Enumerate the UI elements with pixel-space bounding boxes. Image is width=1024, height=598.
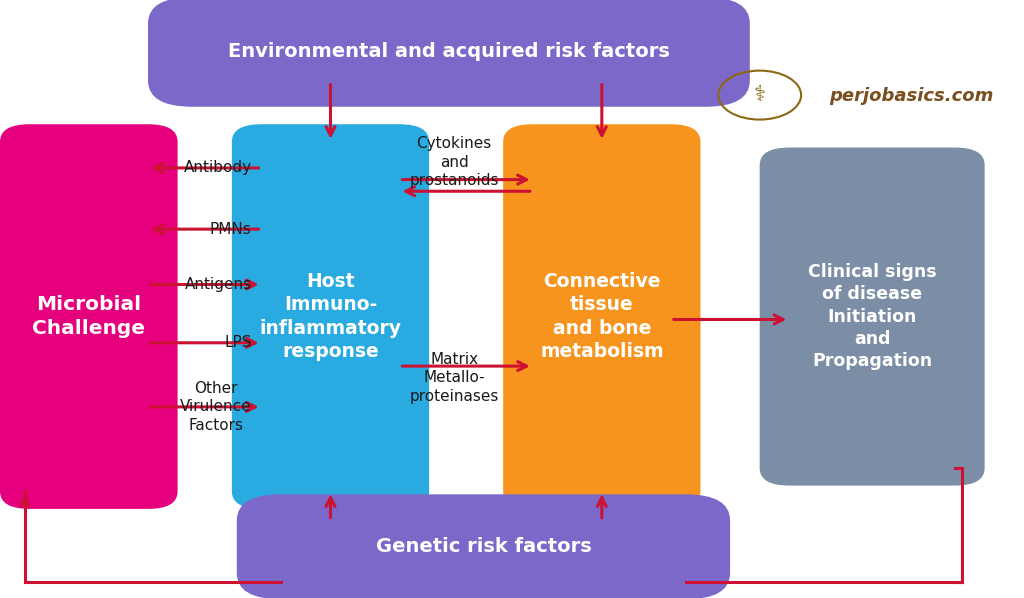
Text: Environmental and acquired risk factors: Environmental and acquired risk factors bbox=[228, 42, 670, 62]
FancyBboxPatch shape bbox=[231, 124, 429, 509]
Text: LPS: LPS bbox=[224, 335, 252, 350]
FancyBboxPatch shape bbox=[760, 148, 985, 486]
Text: Antigens: Antigens bbox=[184, 277, 252, 292]
Text: Microbial
Challenge: Microbial Challenge bbox=[33, 295, 145, 338]
FancyBboxPatch shape bbox=[148, 0, 750, 107]
Text: Matrix
Metallo-
proteinases: Matrix Metallo- proteinases bbox=[410, 352, 499, 404]
FancyBboxPatch shape bbox=[503, 124, 700, 509]
Text: Connective
tissue
and bone
metabolism: Connective tissue and bone metabolism bbox=[540, 272, 664, 361]
Text: Clinical signs
of disease
Initiation
and
Propagation: Clinical signs of disease Initiation and… bbox=[808, 263, 937, 370]
FancyBboxPatch shape bbox=[0, 124, 177, 509]
FancyBboxPatch shape bbox=[237, 495, 730, 598]
Text: PMNs: PMNs bbox=[210, 222, 252, 237]
Text: Host
Immuno-
inflammatory
response: Host Immuno- inflammatory response bbox=[259, 272, 401, 361]
Text: Genetic risk factors: Genetic risk factors bbox=[376, 537, 591, 556]
Text: Cytokines
and
prostanoids: Cytokines and prostanoids bbox=[410, 136, 499, 188]
Text: Antibody: Antibody bbox=[183, 160, 252, 175]
Text: ⚕: ⚕ bbox=[754, 85, 766, 105]
Text: perjobasics.com: perjobasics.com bbox=[828, 87, 993, 105]
Text: Other
Virulence
Factors: Other Virulence Factors bbox=[180, 381, 252, 433]
